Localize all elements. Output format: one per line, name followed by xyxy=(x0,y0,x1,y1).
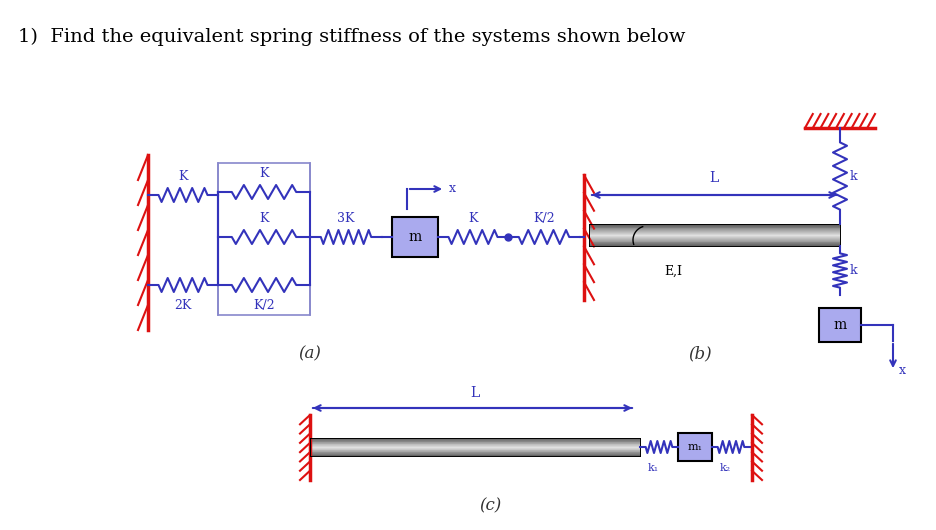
Bar xyxy=(589,239,839,240)
Text: m: m xyxy=(408,230,421,244)
Bar xyxy=(589,232,839,233)
Text: k: k xyxy=(849,170,856,182)
Text: x: x xyxy=(448,182,456,196)
Text: K: K xyxy=(259,212,269,225)
Bar xyxy=(589,245,839,246)
Bar xyxy=(589,228,839,229)
Bar xyxy=(589,244,839,245)
Bar xyxy=(589,227,839,228)
Bar xyxy=(589,230,839,231)
Bar xyxy=(310,438,639,439)
Bar xyxy=(310,443,639,444)
Bar xyxy=(310,447,639,448)
Text: E,I: E,I xyxy=(664,265,681,278)
Text: m₁: m₁ xyxy=(687,442,702,452)
Text: K/2: K/2 xyxy=(253,299,274,312)
Text: 1)  Find the equivalent spring stiffness of the systems shown below: 1) Find the equivalent spring stiffness … xyxy=(18,28,685,46)
Bar xyxy=(589,243,839,244)
Bar xyxy=(678,433,711,461)
Bar xyxy=(589,235,839,236)
Bar xyxy=(310,452,639,453)
Bar xyxy=(310,444,639,445)
Bar xyxy=(310,446,639,447)
Text: L: L xyxy=(709,171,718,185)
Bar xyxy=(818,308,860,342)
Bar xyxy=(589,234,839,235)
Bar xyxy=(310,440,639,441)
Bar xyxy=(589,229,839,230)
Bar xyxy=(589,233,839,234)
Bar xyxy=(589,242,839,243)
Bar xyxy=(310,449,639,450)
Text: (b): (b) xyxy=(687,345,711,362)
Bar xyxy=(310,441,639,443)
Bar xyxy=(589,237,839,238)
Text: K: K xyxy=(178,170,187,183)
Text: (c): (c) xyxy=(478,497,501,514)
Text: L: L xyxy=(470,386,479,400)
Bar xyxy=(589,241,839,242)
Text: K/2: K/2 xyxy=(533,212,554,225)
Text: 2K: 2K xyxy=(174,299,192,312)
Bar xyxy=(310,454,639,455)
Bar xyxy=(589,224,839,225)
Bar xyxy=(310,455,639,456)
Text: K: K xyxy=(259,167,269,180)
Bar xyxy=(589,240,839,241)
Bar xyxy=(218,163,310,315)
Text: k₁: k₁ xyxy=(648,463,658,473)
Bar xyxy=(310,450,639,451)
Bar xyxy=(589,226,839,227)
Bar xyxy=(391,217,437,257)
Bar xyxy=(310,453,639,454)
Text: K: K xyxy=(468,212,477,225)
Bar xyxy=(310,448,639,449)
Bar xyxy=(589,238,839,239)
Bar xyxy=(589,225,839,226)
Bar xyxy=(589,231,839,232)
Bar xyxy=(310,439,639,440)
Text: (a): (a) xyxy=(299,345,321,362)
Bar xyxy=(589,236,839,237)
Text: k: k xyxy=(849,263,856,277)
Bar xyxy=(310,451,639,452)
Bar xyxy=(310,445,639,446)
Text: 3K: 3K xyxy=(337,212,355,225)
Text: x: x xyxy=(898,365,905,377)
Text: m: m xyxy=(832,318,846,332)
Text: k₂: k₂ xyxy=(719,463,730,473)
